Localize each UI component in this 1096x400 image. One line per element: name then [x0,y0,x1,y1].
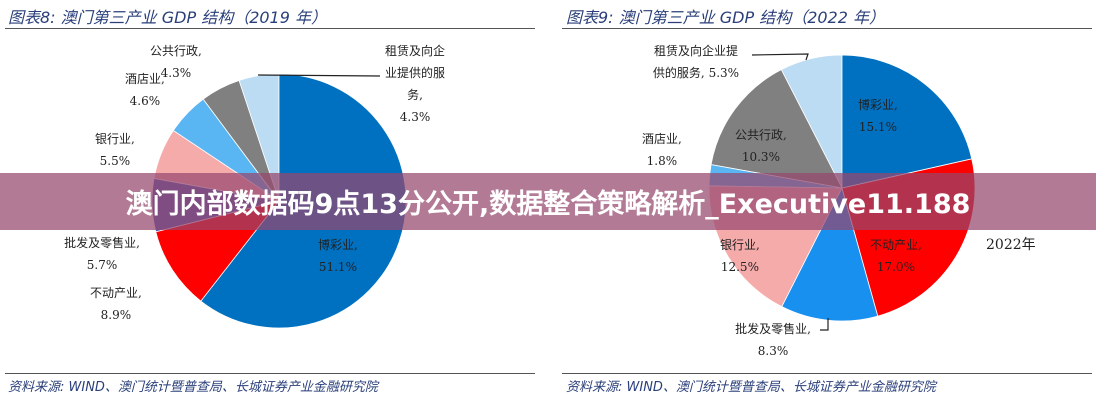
chart-title-2022: 图表9: 澳门第三产业 GDP 结构（2022 年） [566,8,886,27]
pie-slice-1-5 [710,69,843,189]
title-rule-left [5,28,535,29]
pie-slice-1-2 [781,186,879,322]
label-gaming-2022: 博彩业, 15.1% [858,98,898,134]
source-rule-right [562,373,1092,374]
label-bank-2022: 银行业, 12.5% [720,238,760,274]
label-bank-2019: 银行业, 5.5% [95,132,135,168]
label-hotel-2022: 酒店业, 1.8% [642,132,682,168]
pie-slice-1-0 [841,54,973,189]
label-public-admin-2019: 公共行政, 4.3% [150,44,202,80]
label-realestate-2022: 不动产业, 17.0% [870,238,922,274]
label-leasing-2022: 租赁及向企业提供的服务, 5.3% [652,44,740,80]
label-gaming-2019: 博彩业, 51.1% [318,238,358,274]
source-rule-left [5,373,535,374]
label-realestate-2019: 不动产业, 8.9% [90,286,142,322]
label-wholesale-2019: 批发及零售业, 5.7% [64,236,140,272]
annotation-year: 2022年 [986,237,1036,253]
label-leasing-2019: 租赁及向企业提供的服务, 4.3% [385,44,446,124]
source-note-right: 资料来源: WIND、澳门统计暨普查局、长城证券产业金融研究院 [566,380,936,395]
label-public-admin-2022: 公共行政, 10.3% [735,128,787,164]
overlay-title: 澳门内部数据码9点13分公开,数据整合策略解析_Executive11.188 [125,189,971,220]
chart-title-2019: 图表8: 澳门第三产业 GDP 结构（2019 年） [8,8,328,27]
source-note-left: 资料来源: WIND、澳门统计暨普查局、长城证券产业金融研究院 [8,380,378,395]
label-wholesale-2022: 批发及零售业, 8.3% [735,322,811,358]
title-rule-right [562,28,1092,29]
overlay-banner: 澳门内部数据码9点13分公开,数据整合策略解析_Executive11.188 [0,173,1096,230]
label-hotel-2019: 酒店业, 4.6% [125,72,165,108]
